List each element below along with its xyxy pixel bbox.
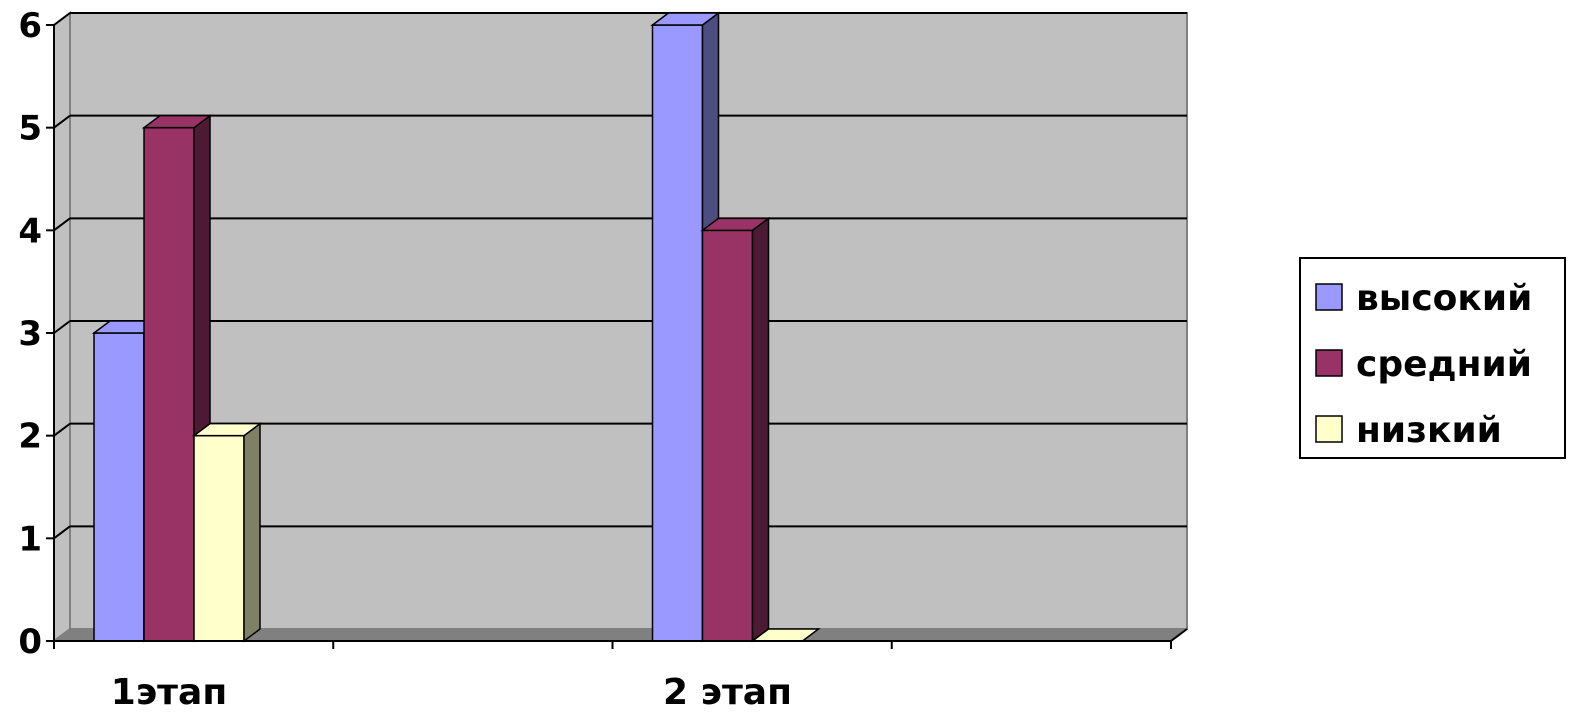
legend: высокий средний низкий: [1299, 257, 1566, 459]
y-tick-label: 5: [18, 109, 42, 149]
x-category-label: 2 этап: [663, 672, 792, 713]
bar-front: [651, 24, 704, 642]
legend-label: низкий: [1356, 410, 1502, 451]
y-tick-label: 3: [18, 314, 42, 354]
bar-front: [93, 332, 145, 642]
legend-swatch: [1315, 415, 1343, 443]
y-tick-label: 6: [18, 6, 42, 46]
bars-group: [91, 11, 821, 643]
y-tick-label: 4: [18, 211, 42, 251]
gridline-side: [53, 525, 71, 540]
bar-top: [650, 12, 721, 26]
y-tick-label: 0: [18, 622, 42, 662]
legend-label: средний: [1356, 344, 1532, 385]
bar-side: [751, 216, 770, 643]
legend-box: [1299, 257, 1566, 459]
bar-front: [701, 229, 754, 642]
legend-swatch: [1315, 349, 1343, 377]
bar-front: [143, 126, 195, 642]
bar-side: [243, 422, 261, 643]
x-axis-depth-line: [1170, 628, 1188, 642]
gridline-side: [53, 114, 71, 129]
bar: [700, 216, 771, 643]
axes-group: 0 1 2 3 4 5 6 1этап 2 этап: [18, 6, 1188, 713]
bar: [191, 422, 263, 643]
bar-top: [141, 114, 213, 129]
gridline-side: [53, 320, 71, 334]
legend-label: высокий: [1356, 278, 1532, 319]
gridline-side: [53, 217, 71, 232]
bar-front: [193, 434, 245, 642]
bar-top: [700, 217, 771, 232]
legend-swatch: [1315, 283, 1343, 311]
gridline-side: [53, 12, 71, 26]
gridline-side: [53, 422, 71, 437]
y-tick-label: 2: [18, 417, 42, 457]
bar-top: [191, 422, 263, 437]
x-category-label: 1этап: [111, 672, 227, 713]
y-tick-label: 1: [18, 519, 42, 559]
